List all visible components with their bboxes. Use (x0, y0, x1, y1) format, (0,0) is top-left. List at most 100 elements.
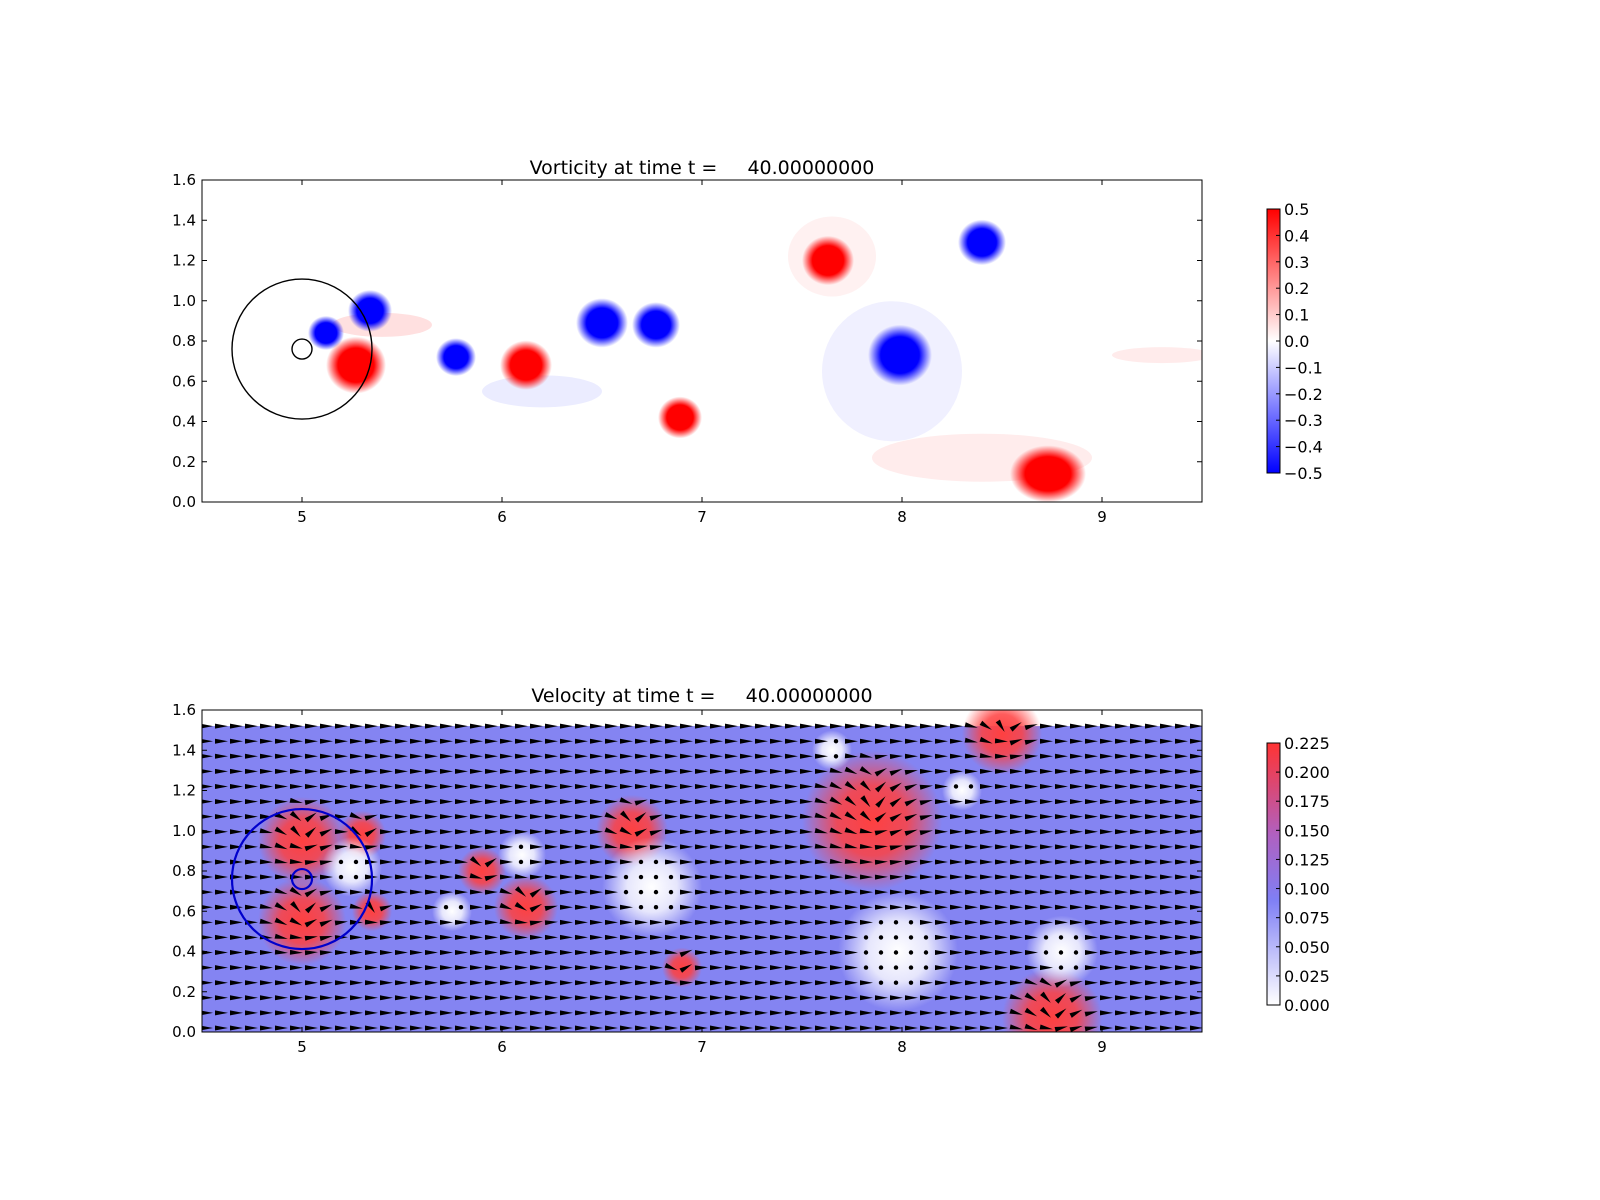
quiver-arrow (815, 934, 828, 940)
quiver-arrow (545, 995, 558, 1001)
negative-vortex (308, 315, 344, 351)
quiver-arrow (635, 768, 648, 774)
quiver-arrow (755, 995, 768, 1001)
quiver-arrow (814, 843, 828, 849)
quiver-arrow (829, 811, 843, 820)
quiver-arrow (814, 828, 828, 834)
velocity-xtick-label: 7 (697, 1038, 707, 1056)
quiver-arrow (1175, 768, 1188, 774)
low-speed-region (942, 770, 982, 811)
quiver-arrow (1115, 829, 1128, 835)
quiver-arrow (650, 768, 663, 774)
quiver-arrow (1040, 991, 1051, 1003)
quiver-arrow (202, 1025, 213, 1031)
quiver-dot (893, 950, 899, 955)
quiver-dot (908, 980, 914, 985)
quiver-arrow (740, 965, 753, 971)
quiver-arrow (964, 737, 978, 743)
quiver-arrow (890, 738, 903, 744)
quiver-arrow (1055, 768, 1068, 774)
quiver-arrow (620, 753, 633, 759)
quiver-arrow (920, 753, 933, 759)
quiver-arrow (979, 753, 993, 759)
quiver-arrow (1190, 980, 1202, 986)
quiver-arrow (544, 920, 558, 926)
quiver-arrow (215, 934, 228, 940)
quiver-arrow (590, 799, 603, 805)
quiver-arrow (500, 768, 513, 774)
quiver-arrow (425, 859, 438, 865)
quiver-arrow (545, 1010, 558, 1016)
quiver-arrow (799, 829, 813, 834)
quiver-arrow (1190, 859, 1202, 865)
quiver-arrow (890, 904, 903, 910)
quiver-arrow (634, 799, 648, 806)
quiver-arrow (919, 859, 933, 865)
quiver-dot (878, 950, 884, 955)
quiver-arrow (305, 980, 318, 986)
quiver-arrow (1010, 934, 1023, 940)
velocity-ytick-label: 0.6 (172, 902, 196, 920)
quiver-arrow (365, 753, 378, 759)
quiver-arrow (590, 1025, 603, 1031)
vorticity-ytick-label: 1.0 (172, 292, 196, 310)
colorbar-tick-label: 0.050 (1284, 938, 1330, 957)
quiver-arrow (485, 1025, 498, 1031)
quiver-arrow (874, 767, 888, 777)
quiver-arrow (965, 950, 978, 956)
quiver-arrow (1069, 1025, 1083, 1032)
quiver-arrow (289, 859, 303, 864)
quiver-arrow (1100, 919, 1113, 925)
quiver-arrow (335, 723, 348, 729)
quiver-arrow (740, 1010, 753, 1016)
quiver-arrow (202, 754, 213, 759)
quiver-arrow (290, 980, 303, 986)
quiver-arrow (889, 782, 902, 792)
quiver-arrow (260, 874, 273, 880)
quiver-arrow (1190, 919, 1202, 925)
quiver-dot (863, 935, 869, 940)
quiver-arrow (1055, 753, 1068, 759)
quiver-arrow (845, 934, 858, 940)
quiver-arrow (202, 1010, 213, 1015)
quiver-arrow (485, 995, 498, 1001)
quiver-arrow (590, 844, 603, 850)
quiver-arrow (800, 753, 813, 759)
quiver-arrow (965, 889, 978, 895)
quiver-arrow (530, 768, 543, 774)
quiver-arrow (245, 814, 258, 820)
quiver-arrow (1085, 783, 1098, 789)
quiver-arrow (545, 950, 558, 956)
quiver-arrow (575, 723, 588, 729)
quiver-arrow (1115, 738, 1128, 744)
quiver-arrow (470, 829, 483, 835)
quiver-arrow (590, 965, 603, 971)
quiver-dot (623, 874, 629, 880)
quiver-arrow (395, 919, 408, 925)
quiver-arrow (1160, 980, 1173, 986)
quiver-arrow (815, 980, 828, 986)
quiver-arrow (319, 950, 333, 956)
quiver-arrow (469, 856, 482, 867)
quiver-arrow (410, 859, 423, 865)
quiver-arrow (560, 919, 573, 925)
quiver-arrow (365, 934, 378, 940)
quiver-arrow (500, 844, 513, 850)
quiver-arrow (1024, 1023, 1038, 1031)
quiver-arrow (1115, 1025, 1128, 1031)
quiver-arrow (635, 995, 648, 1001)
quiver-arrow (1040, 965, 1053, 971)
quiver-arrow (1175, 934, 1188, 940)
quiver-arrow (1160, 814, 1173, 820)
quiver-arrow (829, 843, 843, 849)
quiver-arrow (1175, 950, 1188, 956)
velocity-circles (230, 807, 374, 951)
quiver-arrow (1160, 859, 1173, 865)
quiver-arrow (980, 889, 993, 895)
quiver-arrow (305, 738, 318, 744)
quiver-arrow (1040, 768, 1053, 774)
quiver-arrow (545, 1025, 558, 1031)
quiver-arrow (1145, 1010, 1158, 1016)
quiver-arrow (335, 783, 348, 789)
quiver-dot (923, 935, 929, 940)
